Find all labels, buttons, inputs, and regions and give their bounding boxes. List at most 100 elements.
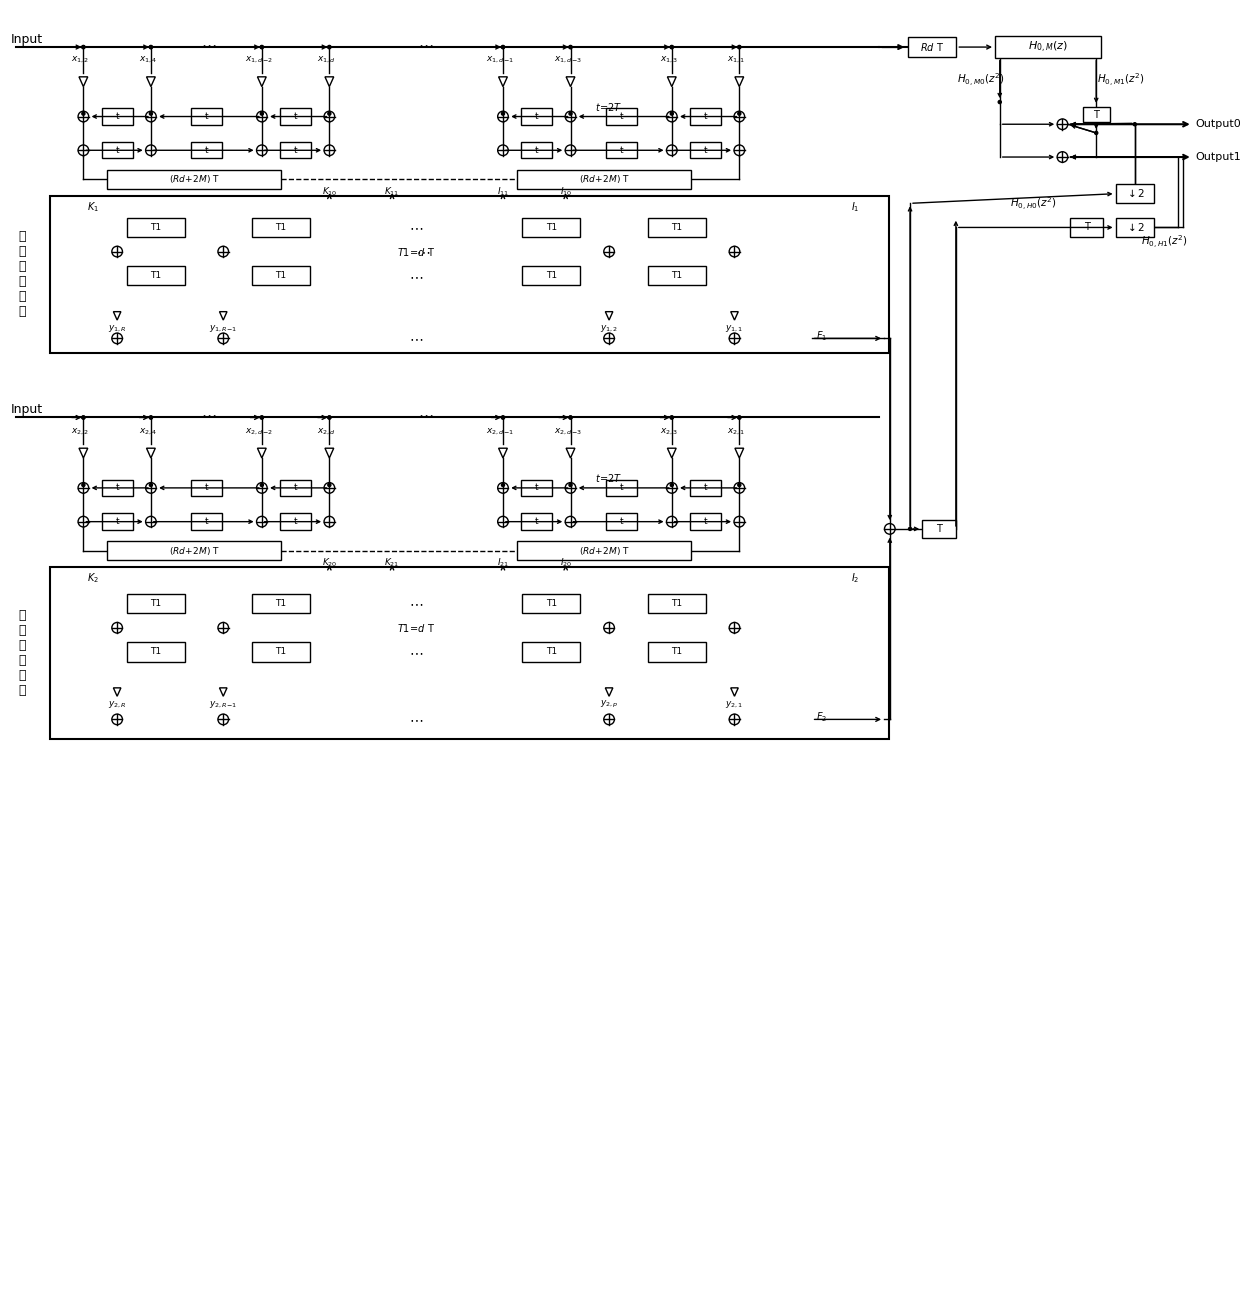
Text: $x_{1,3}$: $x_{1,3}$ xyxy=(660,56,678,65)
Text: $x_{2,2}$: $x_{2,2}$ xyxy=(72,427,89,437)
Circle shape xyxy=(734,145,744,156)
Text: $y_{2,R}$: $y_{2,R}$ xyxy=(108,699,126,711)
FancyBboxPatch shape xyxy=(126,218,185,237)
Circle shape xyxy=(1095,131,1097,135)
Text: $H_{0,H0}(z^2)$: $H_{0,H0}(z^2)$ xyxy=(1011,195,1056,211)
Text: $\cdots$: $\cdots$ xyxy=(418,36,434,52)
Circle shape xyxy=(501,112,505,115)
Polygon shape xyxy=(325,77,334,87)
Text: T: T xyxy=(1084,223,1090,232)
Circle shape xyxy=(82,45,84,48)
Text: $\cdots$: $\cdots$ xyxy=(201,407,217,422)
Text: $y_{2,R\!-\!1}$: $y_{2,R\!-\!1}$ xyxy=(210,699,237,711)
Text: $x_{1,d\!-\!2}$: $x_{1,d\!-\!2}$ xyxy=(246,56,273,65)
Circle shape xyxy=(78,145,89,156)
Circle shape xyxy=(738,416,740,419)
Circle shape xyxy=(569,112,572,115)
Circle shape xyxy=(218,333,228,344)
Circle shape xyxy=(145,482,156,493)
Circle shape xyxy=(260,112,263,115)
Circle shape xyxy=(112,333,123,344)
Text: t: t xyxy=(534,484,538,493)
Text: $K_{11}$: $K_{11}$ xyxy=(384,185,399,198)
Text: $y_{1,1}$: $y_{1,1}$ xyxy=(725,323,744,335)
FancyBboxPatch shape xyxy=(647,594,706,613)
Text: T1: T1 xyxy=(546,599,557,608)
Text: T1: T1 xyxy=(671,223,682,232)
Polygon shape xyxy=(567,77,575,87)
FancyBboxPatch shape xyxy=(280,143,311,158)
Text: $H_{0,M}(z)$: $H_{0,M}(z)$ xyxy=(1028,39,1068,54)
Circle shape xyxy=(327,45,331,48)
Polygon shape xyxy=(667,77,676,87)
Circle shape xyxy=(257,482,267,493)
Circle shape xyxy=(671,45,673,48)
Text: $t\!=\!2T$: $t\!=\!2T$ xyxy=(595,101,622,113)
Circle shape xyxy=(497,516,508,527)
Circle shape xyxy=(260,45,263,48)
Text: $x_{2,3}$: $x_{2,3}$ xyxy=(660,427,678,437)
FancyBboxPatch shape xyxy=(252,218,310,237)
Circle shape xyxy=(565,145,575,156)
FancyBboxPatch shape xyxy=(191,480,222,495)
Polygon shape xyxy=(258,449,267,458)
FancyBboxPatch shape xyxy=(191,514,222,530)
Text: t: t xyxy=(534,112,538,121)
FancyBboxPatch shape xyxy=(50,567,889,739)
Text: $y_{1,2}$: $y_{1,2}$ xyxy=(600,323,619,335)
Text: t: t xyxy=(115,518,119,527)
Text: T1: T1 xyxy=(671,599,682,608)
FancyBboxPatch shape xyxy=(102,143,133,158)
Circle shape xyxy=(145,145,156,156)
Text: $F_1$: $F_1$ xyxy=(816,329,827,344)
Text: $\cdots$: $\cdots$ xyxy=(409,220,423,235)
Circle shape xyxy=(998,100,1002,104)
Text: t: t xyxy=(534,145,538,154)
Text: $H_{0,H1}(z^2)$: $H_{0,H1}(z^2)$ xyxy=(1141,233,1188,250)
Circle shape xyxy=(78,482,89,493)
Text: $T1\!=\!d$ T: $T1\!=\!d$ T xyxy=(397,245,435,258)
Text: T1: T1 xyxy=(275,223,286,232)
Text: t: t xyxy=(619,145,622,154)
Text: $x_{2,1}$: $x_{2,1}$ xyxy=(728,427,745,437)
FancyBboxPatch shape xyxy=(1070,218,1104,237)
Text: t: t xyxy=(205,518,208,527)
Text: $x_{1,2}$: $x_{1,2}$ xyxy=(72,56,89,65)
Text: $x_{2,d\!-\!3}$: $x_{2,d\!-\!3}$ xyxy=(553,427,582,437)
FancyBboxPatch shape xyxy=(521,109,552,125)
Text: t: t xyxy=(619,518,622,527)
Text: 乘
加
复
用
单
元: 乘 加 复 用 单 元 xyxy=(19,608,26,696)
Text: $\cdots$: $\cdots$ xyxy=(409,712,423,726)
Circle shape xyxy=(569,45,572,48)
Text: $\cdots$: $\cdots$ xyxy=(409,645,423,659)
Text: $H_{0,M1}(z^2)$: $H_{0,M1}(z^2)$ xyxy=(1096,71,1145,88)
FancyBboxPatch shape xyxy=(647,642,706,661)
FancyBboxPatch shape xyxy=(191,143,222,158)
Text: $I_{21}$: $I_{21}$ xyxy=(497,556,510,569)
Text: t: t xyxy=(704,518,707,527)
Text: T1: T1 xyxy=(671,271,682,280)
Circle shape xyxy=(569,484,572,486)
Text: Input: Input xyxy=(11,403,43,416)
Circle shape xyxy=(501,45,505,48)
Text: $I_1$: $I_1$ xyxy=(851,200,859,214)
FancyBboxPatch shape xyxy=(691,480,720,495)
Circle shape xyxy=(82,416,84,419)
Polygon shape xyxy=(498,77,507,87)
Circle shape xyxy=(569,416,572,419)
Text: $\downarrow 2$: $\downarrow 2$ xyxy=(1125,222,1145,233)
Circle shape xyxy=(497,145,508,156)
FancyBboxPatch shape xyxy=(522,594,580,613)
Text: $x_{2,d}$: $x_{2,d}$ xyxy=(317,427,336,437)
FancyBboxPatch shape xyxy=(522,642,580,661)
Text: $K_{10}$: $K_{10}$ xyxy=(321,185,337,198)
Circle shape xyxy=(734,482,744,493)
Polygon shape xyxy=(79,77,88,87)
Circle shape xyxy=(218,715,228,725)
Text: $\cdots$: $\cdots$ xyxy=(409,268,423,283)
FancyBboxPatch shape xyxy=(647,218,706,237)
Polygon shape xyxy=(258,77,267,87)
Text: $y_{2,1}$: $y_{2,1}$ xyxy=(725,699,744,711)
Text: $x_{1,4}$: $x_{1,4}$ xyxy=(139,56,157,65)
FancyBboxPatch shape xyxy=(994,36,1101,57)
